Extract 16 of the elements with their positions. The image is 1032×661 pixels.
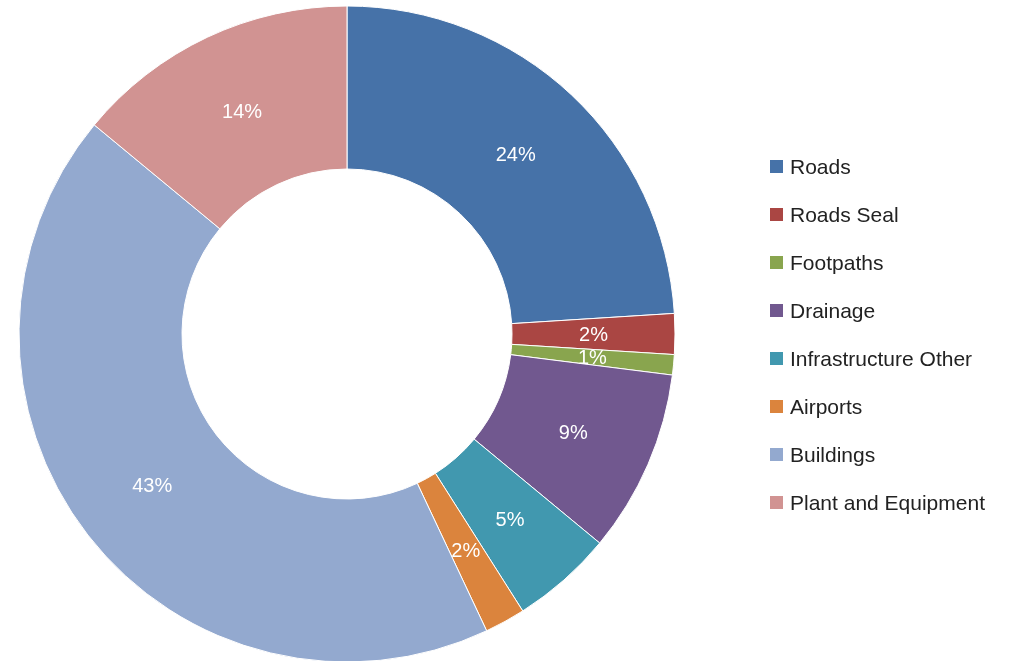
data-label: 24% [495,143,536,166]
data-label: 5% [495,507,525,530]
data-label: 2% [451,539,481,562]
legend-label: Footpaths [790,250,884,274]
legend-label: Roads [790,154,851,178]
legend-label: Roads Seal [790,202,899,226]
legend-label: Infrastructure Other [790,346,973,370]
legend-label: Drainage [790,298,876,322]
data-label: 14% [222,99,263,122]
legend-label: Buildings [790,442,876,466]
legend-label: Airports [790,394,863,418]
legend-label: Plant and Equipment [790,490,986,514]
data-label: 9% [558,420,588,443]
data-label: 1% [577,346,608,369]
data-label: 2% [579,323,609,345]
data-label: 43% [132,474,173,497]
